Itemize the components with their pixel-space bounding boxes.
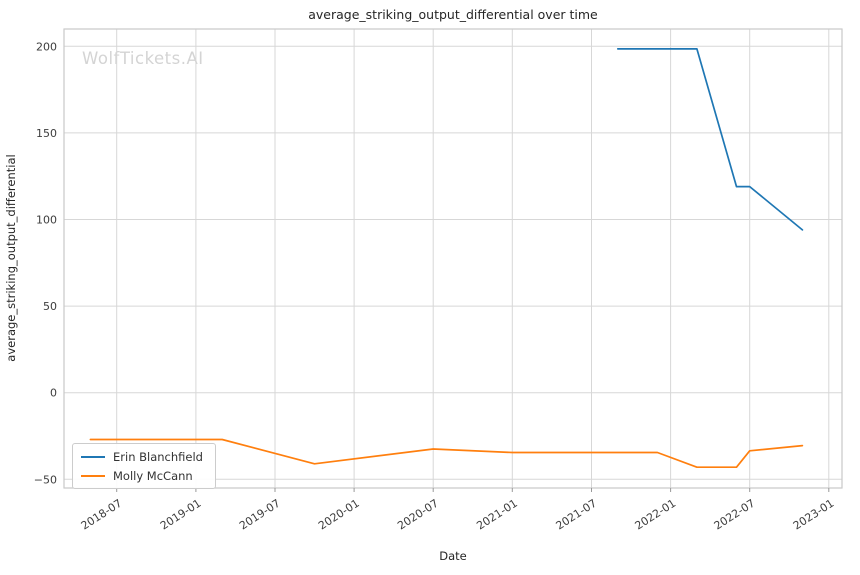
x-tick-label: 2022-07 (712, 497, 758, 533)
y-tick-label: 100 (36, 214, 57, 227)
x-tick-label: 2019-01 (158, 497, 204, 533)
legend-item-molly-mccann: Molly McCann (81, 468, 206, 483)
series-line (616, 48, 804, 231)
y-axis-label: average_striking_output_differential (4, 154, 18, 361)
x-tick-label: 2019-07 (237, 497, 283, 533)
y-tick-label: 200 (36, 40, 57, 53)
legend-item-erin-blanchfield: Erin Blanchfield (81, 449, 206, 464)
x-tick-label: 2020-01 (316, 497, 362, 533)
legend-label: Molly McCann (113, 468, 193, 483)
x-tick-label: 2022-01 (633, 497, 679, 533)
y-tick-label: −50 (34, 473, 57, 486)
series-line (89, 438, 804, 469)
plot-border (63, 28, 843, 489)
y-tick-label: 0 (50, 387, 57, 400)
x-tick-label: 2018-07 (79, 497, 125, 533)
legend-line-swatch (81, 474, 105, 477)
grid-layer (64, 29, 842, 488)
x-axis-label: Date (439, 549, 467, 563)
x-tick-label: 2021-01 (474, 497, 520, 533)
y-tick-label: 50 (43, 300, 57, 313)
series-layer (89, 48, 804, 469)
x-tick-label: 2021-07 (554, 497, 600, 533)
legend: Erin Blanchfield Molly McCann (72, 443, 216, 489)
legend-line-swatch (81, 455, 105, 458)
watermark: WolfTickets.AI (82, 49, 204, 68)
legend-label: Erin Blanchfield (113, 449, 203, 464)
x-tick-label: 2023-01 (791, 497, 837, 533)
chart-title: average_striking_output_differential ove… (308, 7, 598, 22)
x-tick-label: 2020-07 (395, 497, 441, 533)
y-tick-label: 150 (36, 127, 57, 140)
